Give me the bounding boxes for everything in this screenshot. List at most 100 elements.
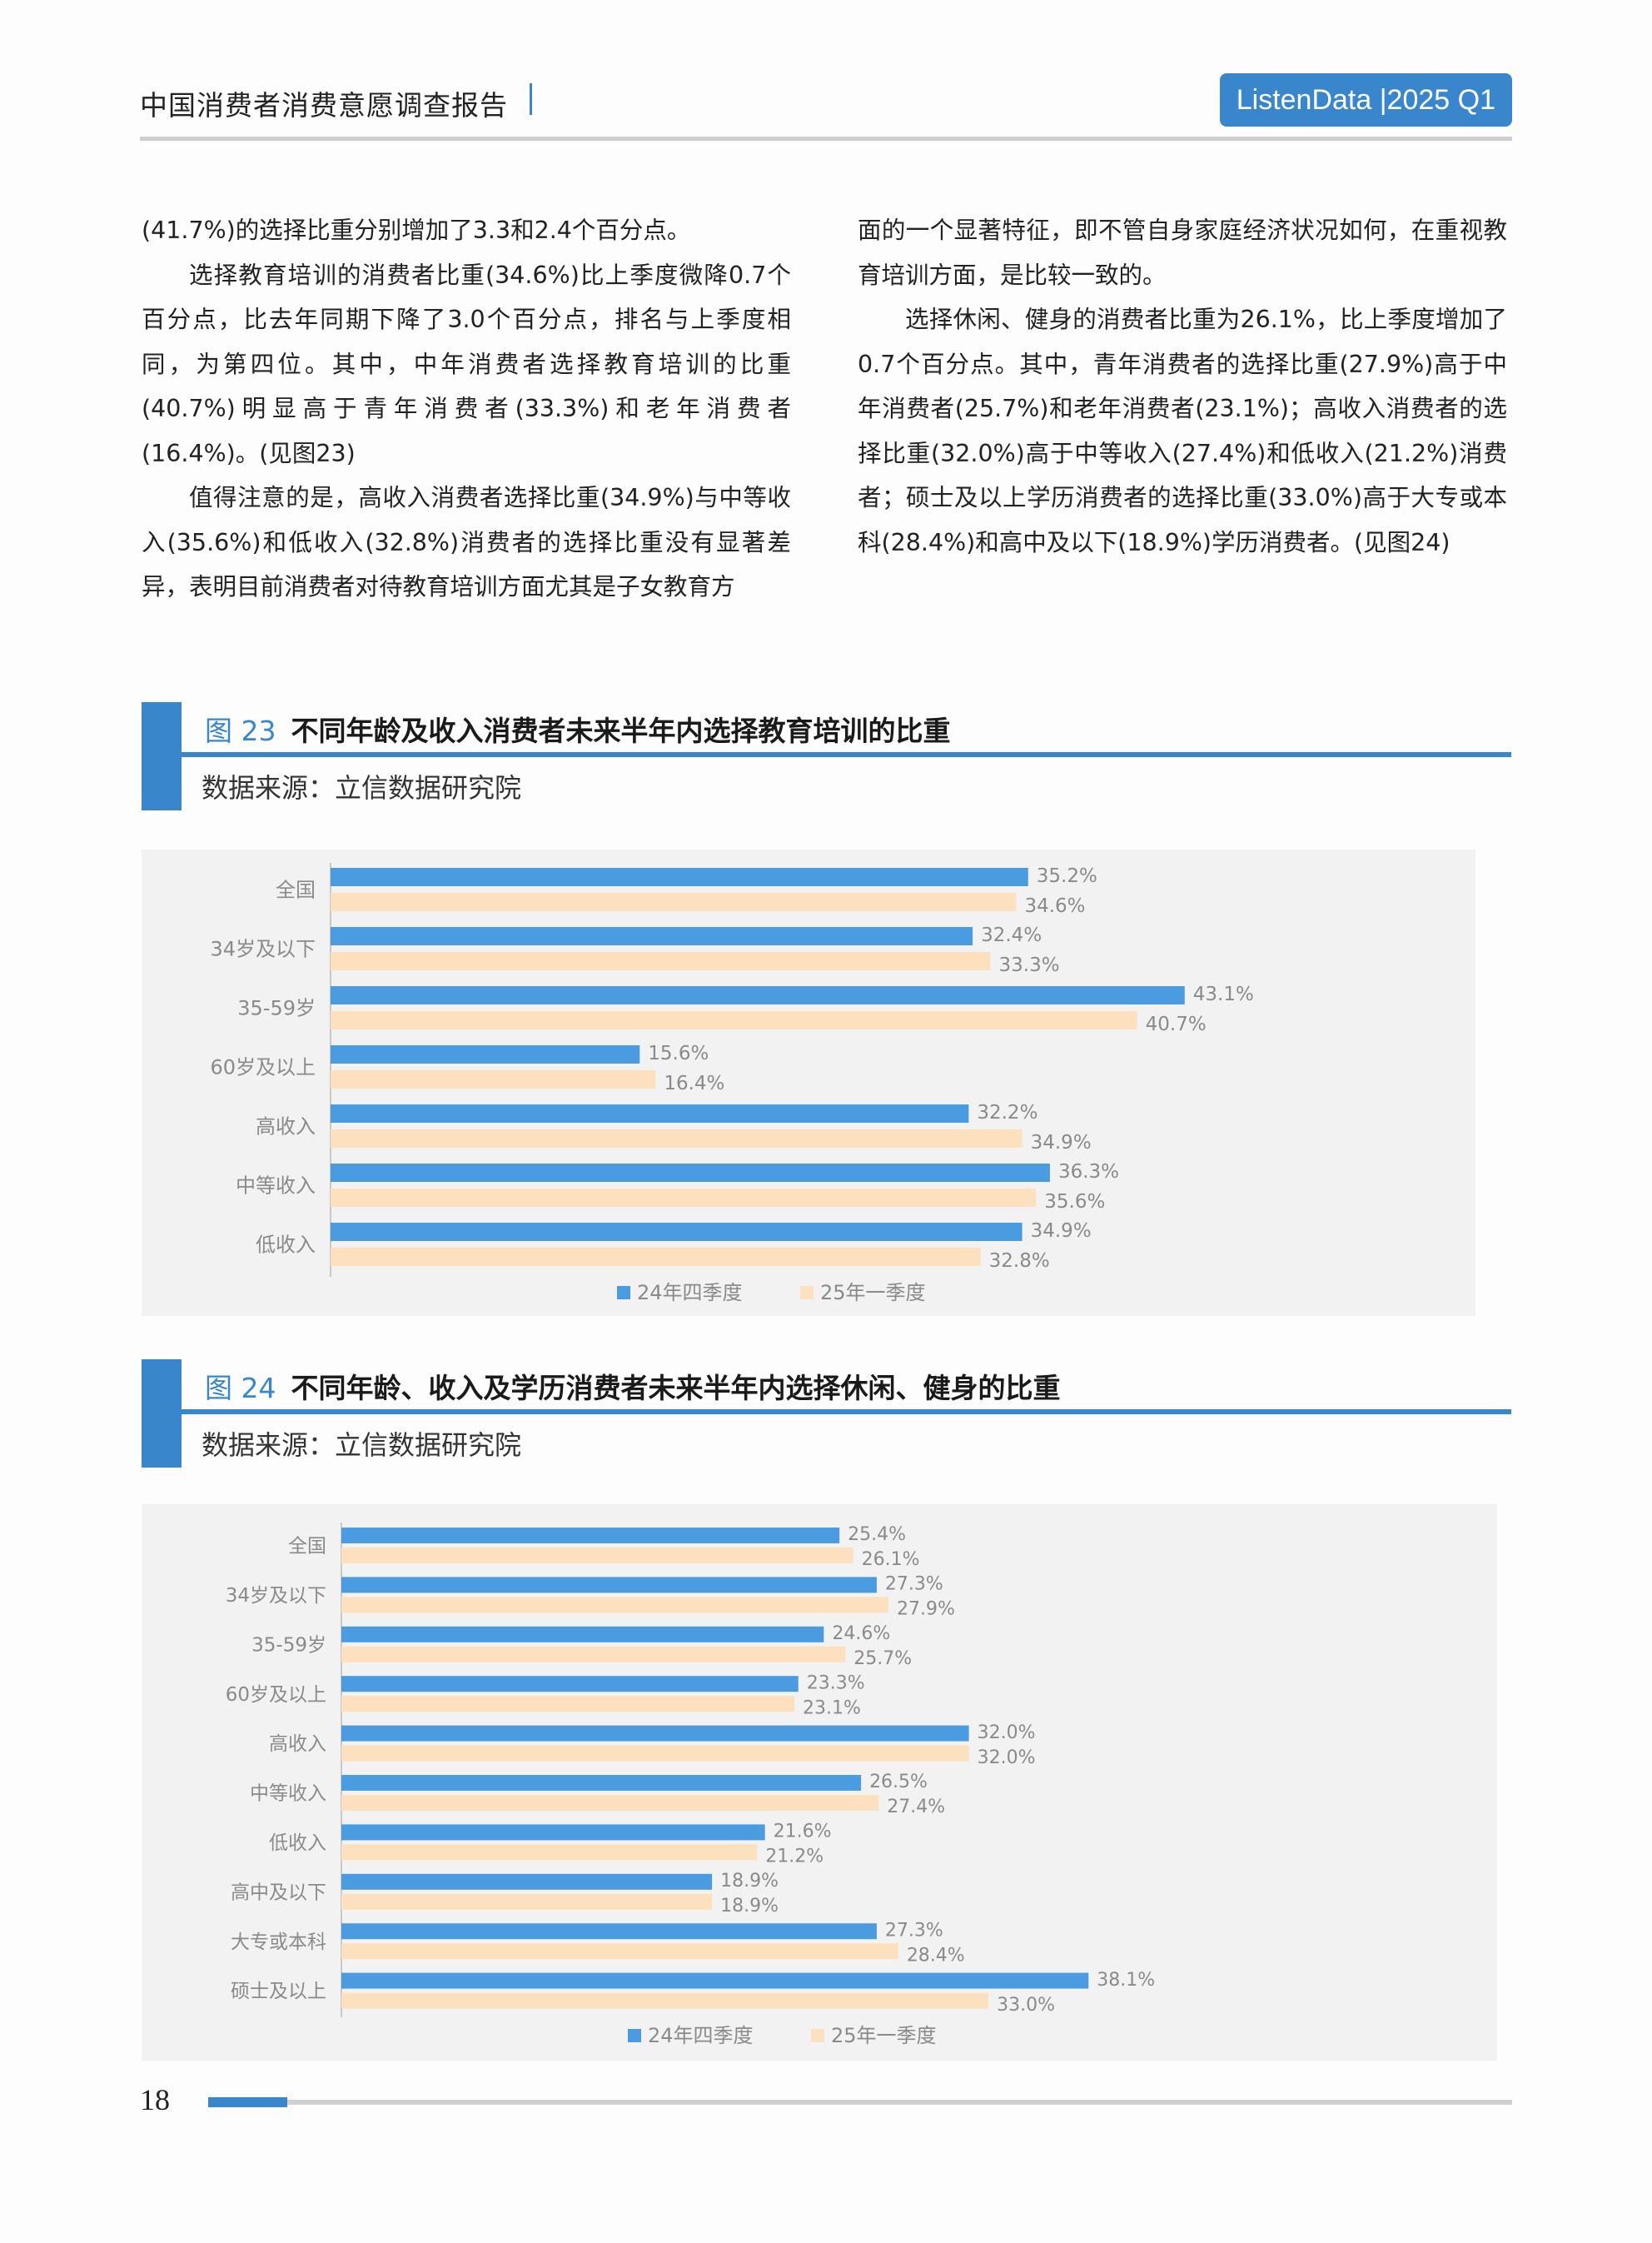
figure-rule [182,752,1511,757]
chart-svg: 全国 25.4% 26.1% 34岁及以下 27.3% 27.9% 35-59岁 24.6% 2… [226,1523,1155,2047]
legend-swatch [811,2029,824,2042]
figure-number: 图 24 [205,1372,276,1404]
figure-title-text: 不同年龄及收入消费者未来半年内选择教育培训的比重 [291,715,951,747]
legend-label: 24年四季度 [648,2024,754,2047]
category-label: 高中及以下 [231,1882,326,1903]
bar [341,1824,765,1841]
bar [331,1070,656,1089]
chart-figure-23: 全国 35.2% 34.6% 34岁及以下 32.4% 33.3% 35-59岁 43.1% 4… [142,850,1475,1316]
bar [341,1795,879,1811]
legend-label: 25年一季度 [831,2024,937,2047]
legend-swatch [628,2029,641,2042]
bar [341,1923,877,1940]
category-label: 中等收入 [236,1174,316,1197]
data-label: 27.3% [885,1920,943,1941]
category-label: 60岁及以上 [210,1055,316,1079]
data-label: 18.9% [720,1871,779,1892]
category-label: 60岁及以上 [226,1684,326,1706]
report-title: 中国消费者消费意愿调查报告 [140,89,508,122]
figure-source: 数据来源：立信数据研究院 [202,772,522,804]
data-label: 38.1% [1097,1970,1155,1991]
data-label: 35.6% [1044,1191,1105,1213]
data-label: 40.7% [1146,1014,1207,1035]
data-label: 24.6% [832,1623,890,1644]
bar [341,1725,969,1742]
brand-badge: ListenData |2025 Q1 [1219,73,1512,127]
header-rule [140,137,1512,141]
bar [341,1844,758,1861]
bar [341,1775,862,1791]
bar [341,1626,824,1642]
bar [341,1646,846,1662]
bar [331,1104,969,1123]
data-label: 21.6% [774,1822,832,1842]
bar [341,1943,898,1960]
chart-svg: 全国 35.2% 34.6% 34岁及以下 32.4% 33.3% 35-59岁 43.1% 4… [210,863,1254,1304]
figure-accent [142,1359,182,1468]
data-label: 26.5% [869,1772,928,1792]
legend-swatch [617,1286,630,1299]
data-label: 33.3% [999,955,1060,976]
data-label: 32.8% [989,1250,1050,1272]
category-label: 34岁及以下 [210,937,316,960]
header-divider [530,83,532,115]
data-label: 28.4% [907,1945,965,1966]
figure-title: 图 23 不同年龄及收入消费者未来半年内选择教育培训的比重 [205,709,950,749]
category-label: 硕士及以上 [231,1981,326,2002]
data-label: 25.7% [853,1648,912,1669]
data-label: 34.9% [1031,1132,1092,1154]
data-label: 32.4% [981,925,1042,946]
bar [341,1992,989,2009]
figure-title-text: 不同年龄、收入及学历消费者未来半年内选择休闲、健身的比重 [291,1372,1061,1404]
bar [331,1045,640,1064]
figure-rule [182,1409,1511,1414]
bar [341,1893,713,1910]
data-label: 34.9% [1031,1220,1092,1242]
data-label: 27.9% [897,1599,955,1620]
bar [331,1164,1050,1182]
bar [341,1972,1089,1989]
bar [341,1548,853,1563]
category-label: 35-59岁 [251,1634,326,1656]
bar [331,927,973,945]
category-label: 低收入 [256,1233,316,1256]
page-header: 中国消费者消费意愿调查报告 ListenData |2025 Q1 [140,73,1512,140]
paragraph: 值得注意的是，高收入消费者选择比重(34.9%)与中等收入(35.6%)和低收入… [142,484,791,601]
data-label: 27.3% [885,1574,943,1595]
data-label: 34.6% [1024,895,1085,917]
data-label: 43.1% [1193,984,1254,1005]
legend-swatch [800,1286,814,1299]
category-label: 低收入 [269,1832,326,1854]
category-label: 大专或本科 [231,1931,326,1953]
footer-rule [208,2100,1512,2105]
data-label: 25.4% [848,1524,906,1545]
bar [331,1189,1037,1207]
data-label: 23.1% [803,1697,861,1718]
data-label: 23.3% [807,1672,865,1693]
bar [331,952,991,970]
bar [341,1873,713,1890]
data-label: 26.1% [862,1549,920,1570]
bar [331,868,1028,886]
data-label: 32.0% [978,1722,1036,1743]
data-label: 18.9% [720,1896,779,1917]
data-label: 32.0% [978,1747,1036,1768]
figure-title: 图 24 不同年龄、收入及学历消费者未来半年内选择休闲、健身的比重 [205,1366,1060,1406]
figure-24-header: 图 24 不同年龄、收入及学历消费者未来半年内选择休闲、健身的比重 数据来源：立信… [142,1359,1511,1468]
data-label: 16.4% [664,1073,724,1094]
bar [341,1745,969,1762]
bar [331,986,1185,1004]
bar [331,1011,1137,1029]
paragraph: 选择休闲、健身的消费者比重为26.1%，比上季度增加了0.7个百分点。其中，青年… [858,306,1507,556]
category-label: 高收入 [256,1114,316,1138]
category-label: 35-59岁 [237,996,316,1019]
category-label: 全国 [288,1536,326,1558]
data-label: 32.2% [977,1102,1037,1124]
bar [331,1223,1023,1241]
data-label: 27.4% [887,1797,945,1817]
category-label: 中等收入 [250,1783,326,1805]
figure-accent [142,702,182,810]
paragraph: (41.7%)的选择比重分别增加了3.3和2.4个百分点。 [142,217,691,244]
category-label: 高收入 [269,1733,326,1755]
category-label: 全国 [276,878,316,901]
